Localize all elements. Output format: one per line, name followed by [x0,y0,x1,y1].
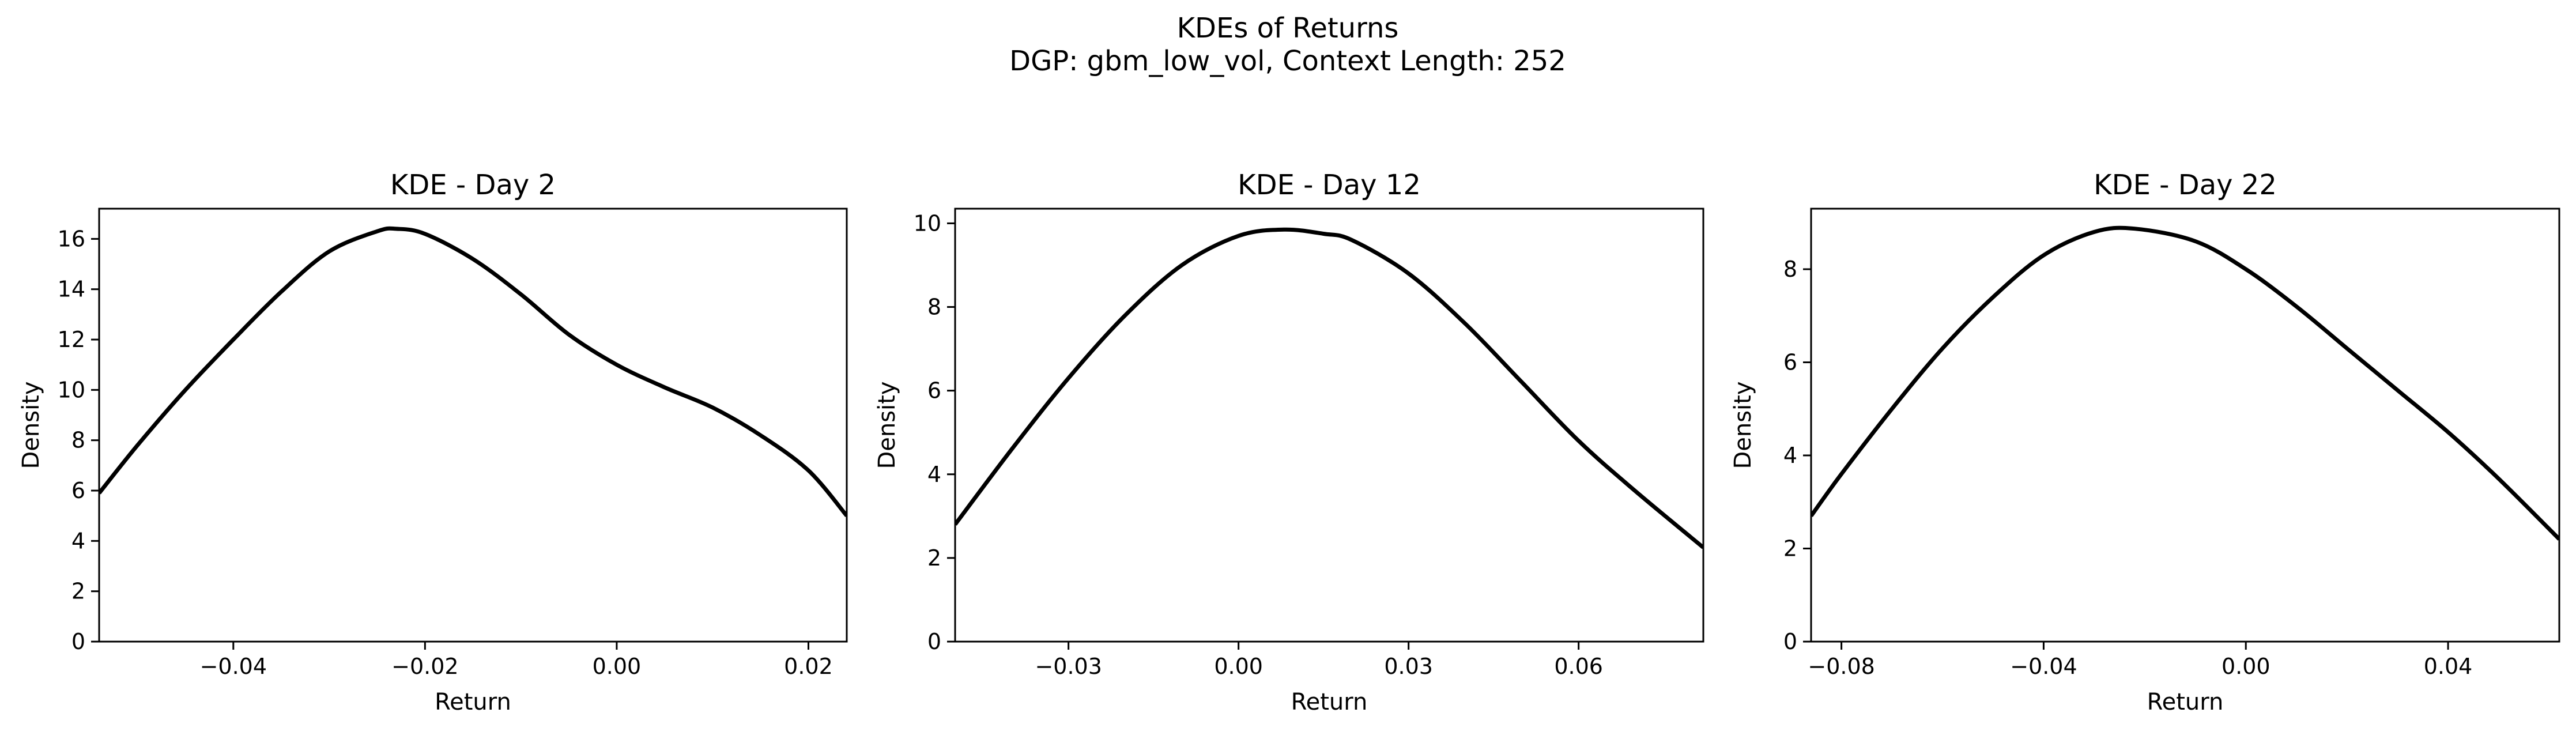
y-axis-label: Density [1730,381,1756,469]
y-tick-label: 6 [927,378,941,404]
y-tick-label: 6 [1783,349,1797,375]
y-tick-label: 10 [58,377,85,402]
y-tick-label: 8 [1783,257,1797,282]
y-axis-label: Density [18,381,44,469]
y-tick-label: 4 [71,528,85,553]
x-axis-label: Return [2147,689,2224,715]
x-tick-label: 0.04 [2424,654,2473,679]
y-tick-label: 12 [58,327,85,352]
x-tick-label: 0.06 [1554,654,1603,679]
subplot-title: KDE - Day 22 [2094,169,2277,201]
figure-subtitle: DGP: gbm_low_vol, Context Length: 252 [1009,45,1566,77]
kde-curve [1811,225,2559,541]
subplot-3: KDE - Day 22 −0.08 −0.04 0.00 0.04 0 2 4 6 8 Retur… [1730,169,2560,715]
x-tick-label: 0.00 [2222,654,2270,679]
subplot-2: KDE - Day 12 −0.03 0.00 0.03 0.06 0 2 4 6 8 10 Retu… [874,169,1704,715]
x-tick-label: −0.08 [1808,654,1875,679]
y-tick-label: 4 [1783,443,1797,468]
y-tick-label: 4 [927,462,941,487]
y-tick-label: 2 [927,545,941,571]
kde-curve [955,227,1703,549]
subplot-title: KDE - Day 12 [1238,169,1421,201]
y-tick-label: 16 [58,226,85,251]
kde-curve [99,226,847,517]
y-tick-label: 2 [71,579,85,604]
y-tick-label: 14 [58,277,85,302]
x-axis-label: Return [1291,689,1368,715]
x-tick-label: −0.04 [200,654,267,679]
subplot-title: KDE - Day 2 [390,169,556,201]
subplot-panels: KDE - Day 2 −0.04 −0.02 0.00 0.02 0 2 4 6 8 10 12 14… [18,169,2560,715]
y-tick-label: 0 [927,629,941,654]
x-tick-label: 0.02 [784,654,833,679]
x-axis-label: Return [435,689,511,715]
y-axis-label: Density [874,381,900,469]
axes-frame [98,208,848,643]
x-tick-label: −0.03 [1035,654,1102,679]
y-tick-label: 0 [71,629,85,654]
x-tick-label: 0.00 [593,654,642,679]
subplot-1: KDE - Day 2 −0.04 −0.02 0.00 0.02 0 2 4 6 8 10 12 14… [18,169,848,715]
y-tick-label: 10 [914,210,941,236]
y-tick-label: 8 [927,295,941,320]
x-tick-label: −0.02 [391,654,458,679]
x-tick-label: 0.03 [1384,654,1433,679]
x-tick-label: −0.04 [2010,654,2077,679]
y-tick-label: 2 [1783,536,1797,561]
y-tick-label: 8 [71,428,85,453]
axes-frame [954,208,1704,643]
figure-title: KDEs of Returns [1177,12,1399,44]
axes-frame [1810,208,2560,643]
x-tick-label: 0.00 [1214,654,1263,679]
y-tick-label: 6 [71,478,85,503]
y-tick-label: 0 [1783,629,1797,654]
